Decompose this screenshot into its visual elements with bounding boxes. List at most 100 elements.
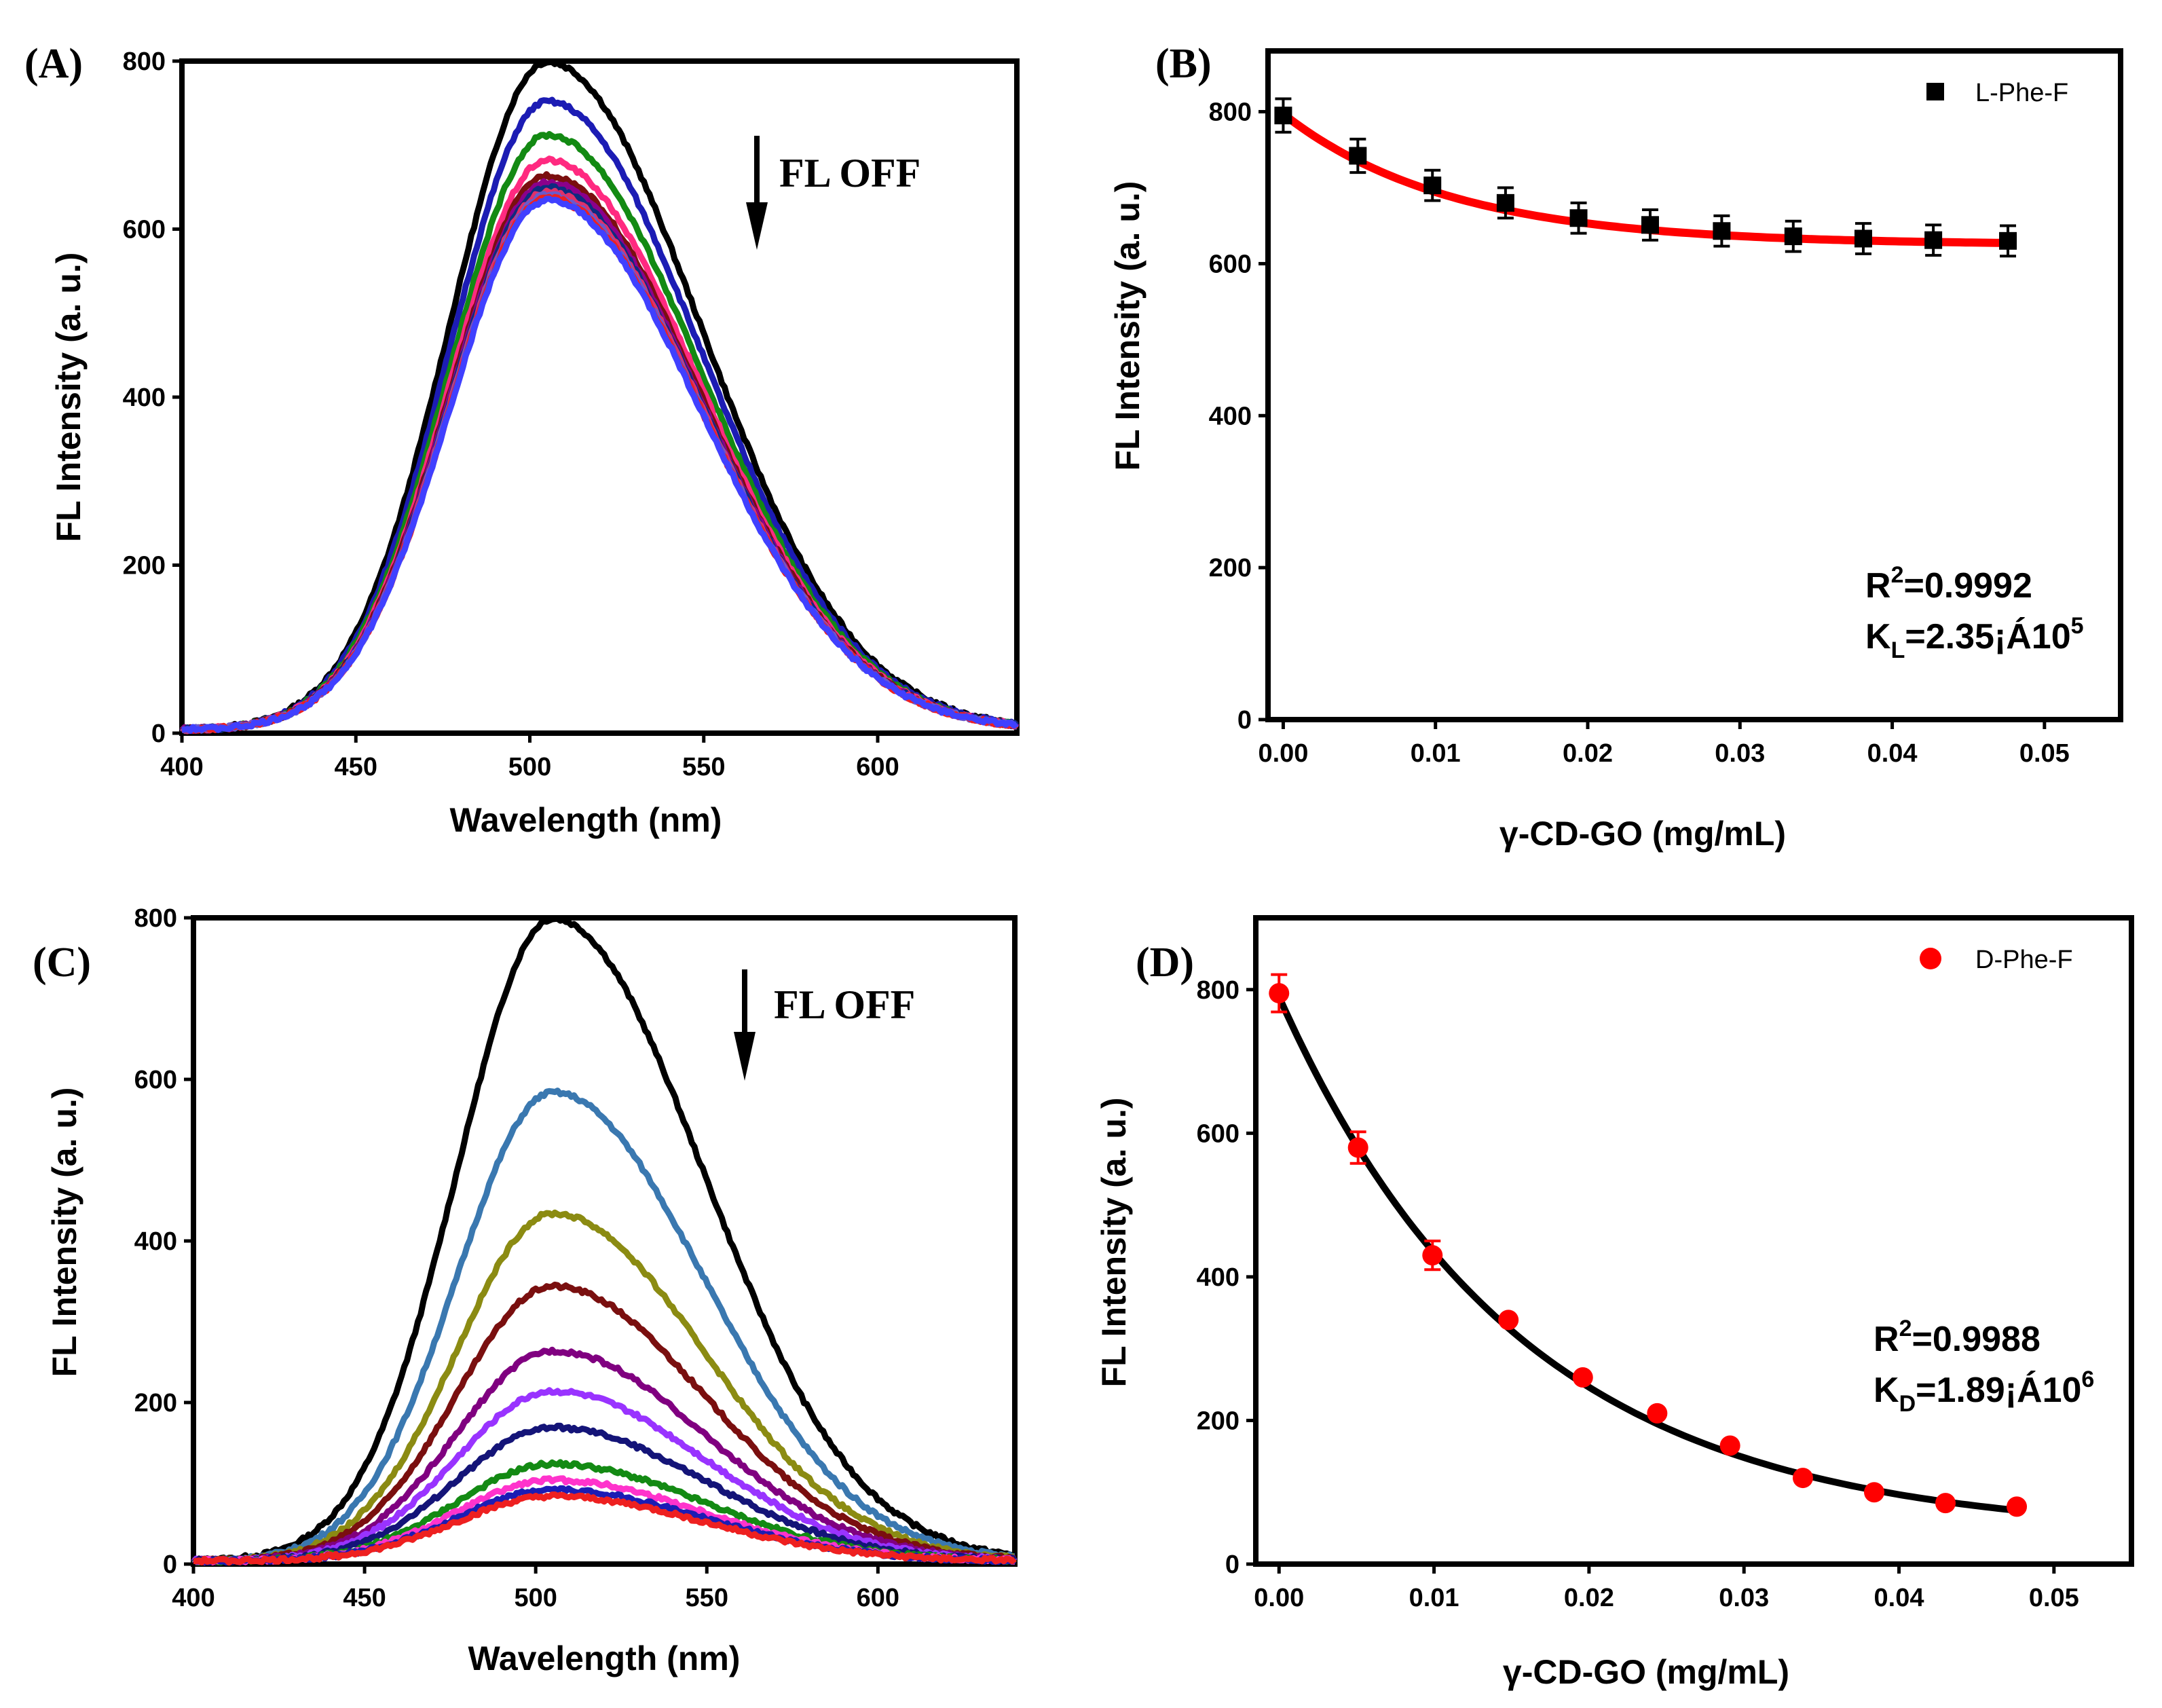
data-point [1496,193,1514,212]
x-tick-label: 0.05 [2029,1584,2079,1612]
data-point [1792,1468,1813,1489]
x-tick-label: 0.02 [1564,1584,1614,1612]
series-line [193,1088,1015,1565]
legend-marker [1920,948,1941,969]
y-tick-label: 400 [1209,402,1252,430]
x-tick-label: 600 [856,753,899,781]
data-point [1713,222,1731,240]
y-tick-label: 600 [134,1066,177,1094]
series-line [181,193,1018,734]
data-points [1274,97,2017,258]
data-points [1269,973,2028,1517]
x-axis-ticks: 0.00 0.01 0.02 0.03 0.04 0.05 [1254,1564,2079,1612]
legend: D-Phe-F [1920,946,2073,974]
series-lines [191,915,1018,1566]
x-axis-label: Wavelength (nm) [468,1639,741,1677]
r-squared-label: R2=0.9992 [1865,562,2032,606]
fl-off-label: FL OFF [779,151,920,196]
series-line [179,187,1020,735]
y-tick-label: 400 [1197,1263,1240,1292]
x-tick-label: 0.01 [1411,739,1461,768]
x-tick-label: 450 [343,1584,386,1612]
y-tick-label: 0 [1225,1551,1240,1579]
series-line [192,1209,1017,1565]
y-tick-label: 400 [123,384,166,412]
data-point [1999,231,2017,250]
series-line [180,191,1018,734]
panel-label: (B) [1155,41,1212,87]
x-axis-ticks: 0.00 0.01 0.02 0.03 0.04 0.05 [1258,720,2070,768]
legend: L-Phe-F [1926,79,2068,107]
x-tick-label: 500 [508,753,551,781]
y-tick-label: 600 [1209,250,1252,278]
legend-label: D-Phe-F [1975,946,2073,974]
x-tick-label: 0.04 [1867,739,1918,768]
series-line [191,1281,1017,1565]
x-tick-label: 0.05 [2019,739,2070,768]
y-tick-label: 800 [1209,98,1252,127]
y-axis-label: FL Intensity (a. u.) [45,1088,83,1377]
data-point [1569,209,1588,227]
data-point [1854,229,1872,248]
series-line [180,155,1019,734]
y-tick-label: 200 [1197,1407,1240,1435]
plot-frame [1265,48,2123,722]
x-tick-label: 0.04 [1874,1584,1924,1612]
y-tick-label: 0 [151,720,166,748]
x-tick-label: 0.03 [1719,1584,1769,1612]
data-point [1274,107,1292,125]
series-lines [179,58,1020,735]
fl-off-arrow [746,136,768,250]
y-tick-label: 800 [134,904,177,933]
y-axis-ticks: 0 200 400 600 800 [1197,976,1256,1579]
data-point [1423,177,1442,195]
series-line [179,178,1020,735]
data-point [1924,231,1943,249]
y-tick-label: 200 [1209,554,1252,582]
y-tick-label: 400 [134,1227,177,1256]
x-tick-label: 550 [682,753,725,781]
y-tick-label: 800 [1197,976,1240,1005]
x-axis-label: γ-CD-GO (mg/mL) [1499,815,1786,853]
data-point [1719,1435,1740,1456]
x-tick-label: 0.01 [1409,1584,1459,1612]
x-tick-label: 400 [160,753,203,781]
panel-label: (D) [1136,940,1194,986]
x-axis-ticks: 400 450 500 550 600 [172,1564,899,1612]
legend-label: L-Phe-F [1975,79,2068,107]
panel-c: (C) 400 450 500 550 600 0 200 400 600 800 FL OFF… [33,904,1018,1677]
x-tick-label: 0.02 [1563,739,1613,768]
r-squared-label: R2=0.9988 [1874,1316,2040,1359]
y-tick-label: 0 [163,1551,177,1579]
series-line [193,1491,1017,1566]
fl-off-label: FL OFF [774,982,915,1027]
y-tick-label: 800 [123,48,166,76]
y-axis-label: FL Intensity (a. u.) [1108,181,1147,471]
x-tick-label: 0.00 [1254,1584,1304,1612]
data-point [1349,147,1367,165]
x-tick-label: 400 [172,1584,215,1612]
x-axis-label: γ-CD-GO (mg/mL) [1503,1653,1789,1691]
data-point [1647,1403,1668,1424]
x-tick-label: 450 [335,753,377,781]
y-axis-ticks: 0 200 400 600 800 [134,904,193,1579]
x-tick-label: 600 [857,1584,899,1612]
series-line [193,915,1016,1565]
panel-label: (A) [24,41,83,87]
y-tick-label: 600 [123,216,166,244]
fit-curve [1275,995,2017,1514]
fl-off-arrow [734,969,756,1081]
x-tick-label: 500 [514,1584,557,1612]
data-point [1572,1367,1593,1388]
data-point [1935,1493,1956,1514]
data-point [1863,1482,1884,1503]
panel-b: (B) 0.00 0.01 0.02 0.03 0.04 0.05 0 200 400 600 8… [1108,41,2123,853]
data-point [1641,216,1659,234]
panel-label: (C) [33,940,91,986]
data-point [1784,227,1802,246]
y-tick-label: 200 [123,552,166,580]
data-point [1269,983,1290,1004]
panel-d: (D) 0.00 0.01 0.02 0.03 0.04 0.05 0 200 400 600 8… [1095,915,2134,1691]
y-axis-label: FL Intensity (a. u.) [50,253,88,542]
data-point [1498,1310,1519,1331]
